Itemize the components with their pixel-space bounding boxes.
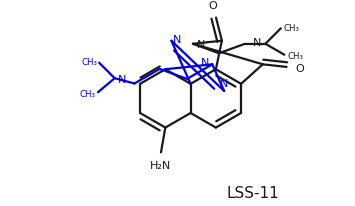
Text: CH₃: CH₃: [284, 24, 300, 33]
Text: O: O: [295, 64, 304, 74]
Text: N: N: [253, 38, 262, 48]
Text: N: N: [118, 75, 126, 85]
Text: N: N: [197, 40, 205, 49]
Text: O: O: [208, 1, 217, 11]
Text: CH₃: CH₃: [80, 89, 96, 98]
Text: CH₃: CH₃: [81, 58, 97, 67]
Text: LSS-11: LSS-11: [226, 185, 279, 200]
Text: N: N: [201, 58, 209, 68]
Text: H₂N: H₂N: [151, 161, 171, 171]
Text: CH₃: CH₃: [287, 52, 303, 61]
Text: N: N: [173, 35, 181, 44]
Text: N: N: [220, 79, 228, 89]
